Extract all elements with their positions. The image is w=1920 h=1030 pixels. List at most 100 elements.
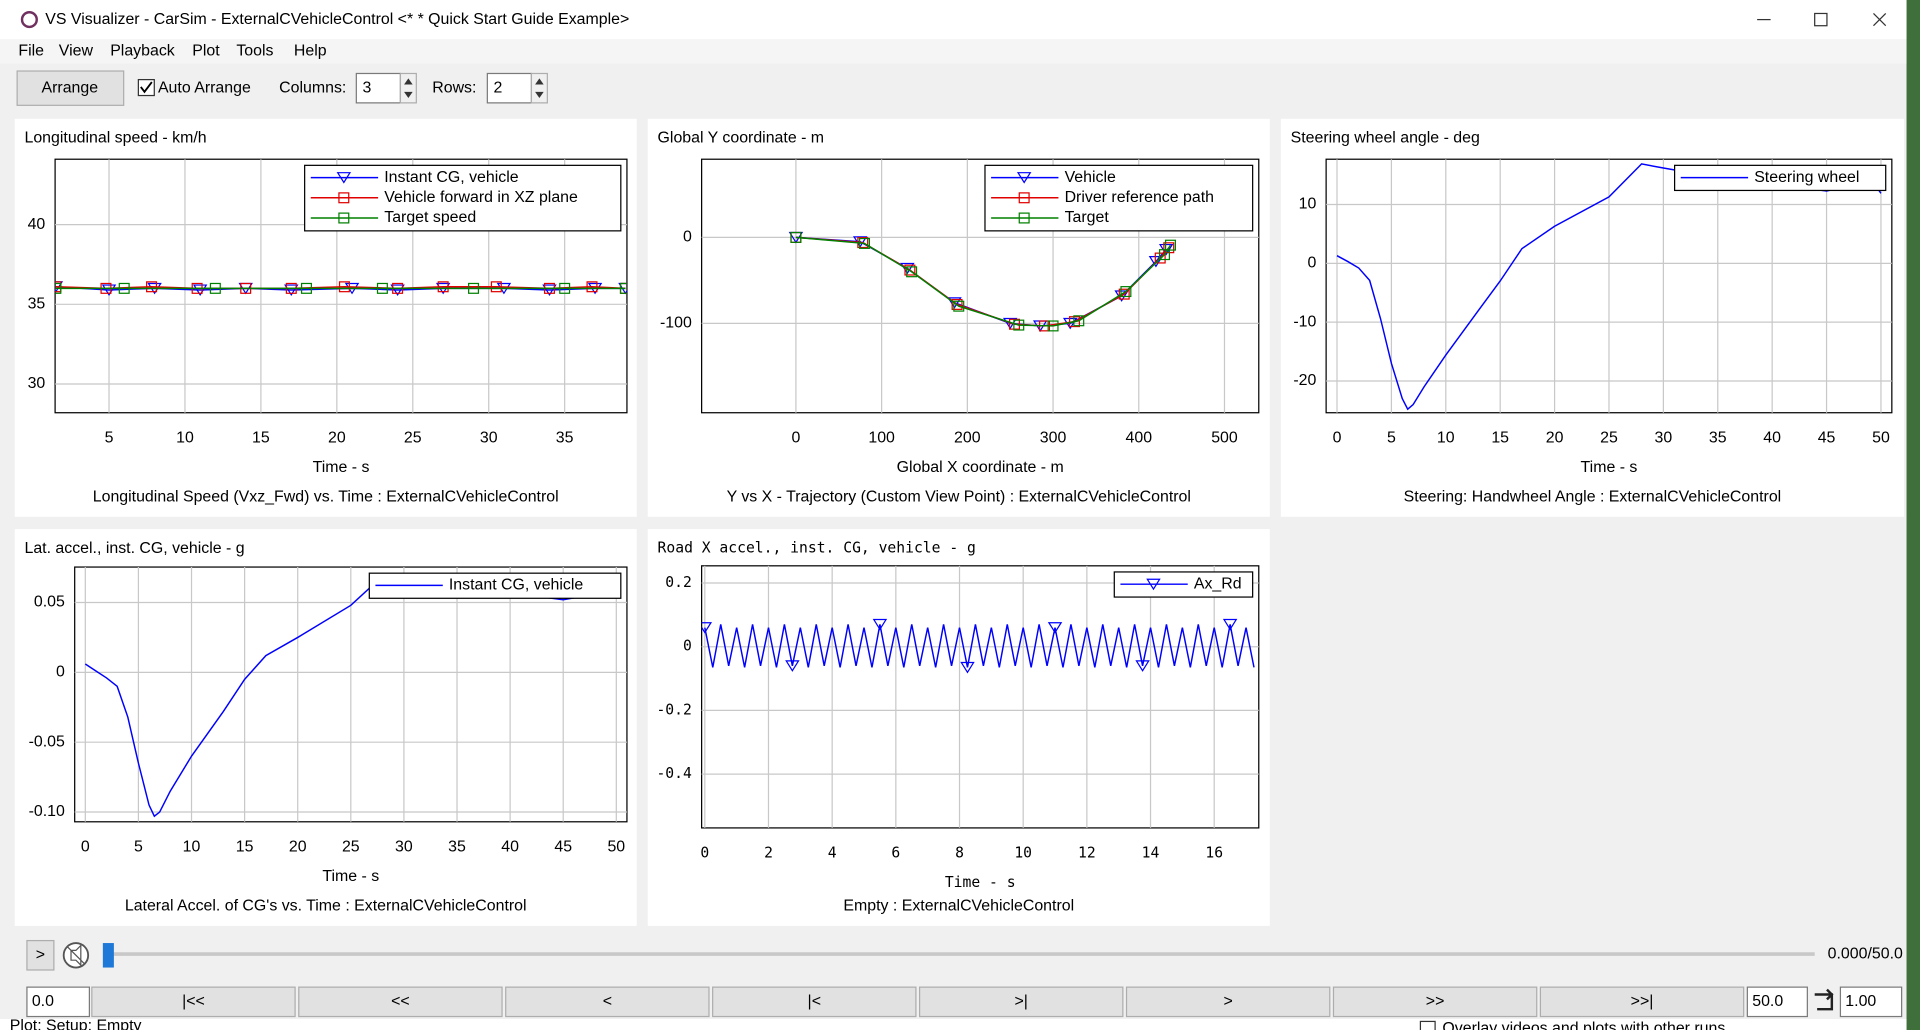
plot-caption: Steering: Handwheel Angle : ExternalCVeh… [1404,488,1782,505]
marker [904,264,916,276]
close-button[interactable] [1873,13,1887,27]
plot-caption: Lateral Accel. of CG's vs. Time : Extern… [125,898,527,915]
y-tick-label: 30 [28,375,46,392]
end-time-value: 50.0 [1752,993,1783,1010]
legend: Instant CG, vehicle [368,572,622,599]
end-time-input[interactable] [1746,986,1808,1018]
speed-input[interactable] [1839,986,1903,1018]
plot-panel: Lat. accel., inst. CG, vehicle - g 0 5 10 15… [14,529,637,926]
time-display: 0.000/50.0 [1828,945,1903,962]
x-tick-label: 45 [554,839,572,856]
y-tick-label: 0.05 [34,594,65,611]
marker [1018,212,1030,224]
marker [559,282,571,294]
y-tick-label: 0 [56,664,65,681]
legend-label: Driver reference path [1065,189,1214,206]
x-tick-label: 35 [448,839,466,856]
x-tick-label: 5 [1387,430,1396,447]
playback-button[interactable] [1332,986,1538,1018]
window-title: VS Visualizer - CarSim - ExternalCVehicl… [45,11,629,28]
legend-label: Target speed [384,209,476,226]
y-tick-label: -0.05 [29,733,65,750]
marker [900,262,915,275]
x-tick-label: 0 [791,430,800,447]
legend-label: Vehicle [1065,169,1116,186]
x-tick-label: 4 [828,845,837,862]
marker [785,660,800,672]
columns-input[interactable] [355,72,402,104]
marker [586,281,598,293]
playback-button-label[interactable]: < [603,993,612,1010]
legend-label: Instant CG, vehicle [384,169,519,186]
playback-button-label[interactable]: >> [1426,993,1445,1010]
arrange-label: Arrange [42,79,99,96]
maximize-button[interactable] [1814,12,1828,27]
x-tick-label: 40 [501,839,519,856]
x-tick-label: 20 [1546,430,1564,447]
plot-panel: Steering wheel angle - deg 0 5 10 15 20 25 30 35… [1280,118,1905,517]
playback-button[interactable] [505,986,710,1018]
x-tick-label: 15 [252,430,270,447]
x-tick-label: 500 [1211,430,1238,447]
marker [790,231,802,243]
x-tick-label: 20 [289,839,307,856]
desktop-edge [1906,0,1920,1030]
marker [490,281,502,293]
menu-item[interactable]: Plot [192,43,220,60]
x-tick-label: 5 [134,839,143,856]
marker [338,212,350,224]
y-tick-label: -0.10 [29,803,65,820]
playback-button[interactable] [1539,986,1745,1018]
play-button[interactable] [26,939,55,971]
plot-title: Longitudinal speed - km/h [24,130,206,147]
playback-button-label[interactable]: |<< [182,993,205,1010]
plot-panel: Global Y coordinate - m 0 100 200 300 400 500 -… [647,118,1270,517]
marker [951,298,963,310]
playback-button[interactable] [712,986,917,1018]
menu-item[interactable]: File [18,43,44,60]
auto-arrange-label: Auto Arrange [158,79,251,96]
playback-button-label[interactable]: << [391,993,410,1010]
legend-label: Instant CG, vehicle [449,577,584,594]
marker [906,266,918,278]
menu-item[interactable]: Help [294,43,327,60]
marker [1016,172,1032,184]
x-tick-label: 15 [236,839,254,856]
y-tick-label: -0.2 [656,701,691,718]
columns-input-spinner[interactable] [399,72,417,104]
playback-button-label[interactable]: > [1224,993,1233,1010]
x-tick-label: 14 [1142,845,1160,862]
menu-item[interactable]: Playback [110,43,175,60]
marker [1164,239,1177,251]
playback-button[interactable] [918,986,1124,1018]
rows-input-spinner[interactable] [530,72,548,104]
playback-button-label[interactable]: >>| [1631,993,1654,1010]
playback-button[interactable] [298,986,503,1018]
menu-item[interactable]: View [59,43,94,60]
x-axis-label: Global X coordinate - m [897,459,1064,476]
x-tick-label: 12 [1078,845,1096,862]
loop-icon[interactable] [1814,988,1834,1011]
rows-input[interactable] [486,72,533,104]
x-tick-label: 50 [607,839,625,856]
rows-input-arrows [535,78,544,98]
time-slider-thumb[interactable] [102,943,114,968]
x-axis-label: Time - s [1581,459,1638,476]
rows-label: Rows: [432,79,476,96]
legend: Vehicle Driver reference path Target [984,164,1254,232]
start-time-input[interactable] [26,986,90,1018]
marker [1047,320,1059,332]
plot-content [55,281,627,297]
x-tick-label: 0 [1333,430,1342,447]
app-icon [20,11,38,29]
y-tick-label: 0 [1307,255,1316,272]
background-window [0,1018,1907,1030]
arrange-button[interactable] [16,70,125,106]
menu-item[interactable]: Tools [236,43,273,60]
plot-caption: Empty : ExternalCVehicleControl [843,898,1074,915]
playback-button[interactable] [91,986,296,1018]
x-tick-label: 5 [105,430,114,447]
playback-button-label[interactable]: |< [808,993,821,1010]
playback-button[interactable] [1125,986,1331,1018]
playback-button-label[interactable]: >| [1015,993,1028,1010]
